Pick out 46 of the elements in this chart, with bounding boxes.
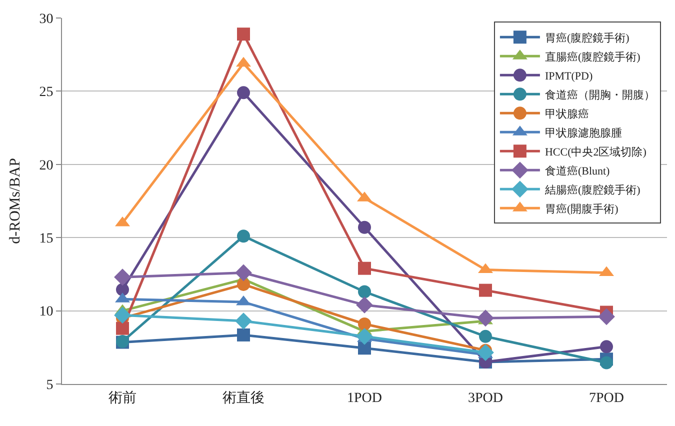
legend-label: 食道癌（開胸・開腹） xyxy=(544,88,655,102)
point xyxy=(235,312,252,330)
point xyxy=(116,322,129,335)
legend-label: 胃癌(腹腔鏡手術) xyxy=(544,31,630,44)
y-tick-label: 15 xyxy=(39,232,54,246)
point xyxy=(598,308,615,326)
y-tick-label: 5 xyxy=(46,378,54,393)
point xyxy=(237,28,250,41)
legend-label: IPMT(PD) xyxy=(544,70,593,82)
point xyxy=(114,268,131,286)
point xyxy=(479,284,492,297)
x-tick-label: 3POD xyxy=(468,390,504,406)
point xyxy=(358,317,371,330)
point xyxy=(114,306,131,324)
x-tick-label: 術直後 xyxy=(222,390,264,406)
y-tick-label: 25 xyxy=(39,85,54,100)
y-tick-label: 30 xyxy=(39,12,54,27)
point xyxy=(237,328,250,342)
x-tick-label: 1POD xyxy=(346,390,382,406)
point xyxy=(358,220,371,234)
x-tick-label: 術前 xyxy=(108,390,136,406)
point xyxy=(358,262,371,275)
point xyxy=(356,296,373,314)
point xyxy=(358,342,371,355)
point xyxy=(477,310,494,327)
x-tick-label: 7POD xyxy=(588,390,624,406)
point xyxy=(237,278,250,291)
legend-label: 食道癌(Blunt) xyxy=(544,164,610,178)
y-axis-title: d-ROMs/BAP xyxy=(7,158,24,244)
point xyxy=(235,264,252,282)
point xyxy=(600,356,613,370)
legend-label: HCC(中央2区域切除) xyxy=(544,145,647,158)
point xyxy=(477,344,494,361)
y-tick-label: 20 xyxy=(39,158,54,174)
legend-label: 甲状腺濾胞腺腫 xyxy=(544,126,622,140)
point xyxy=(356,328,373,345)
point xyxy=(237,230,250,243)
legend-label: 結腸癌(腹腔鏡手術) xyxy=(544,183,641,196)
legend-label: 胃癌(開腹手術) xyxy=(544,202,619,216)
y-tick-label: 10 xyxy=(39,304,54,320)
point xyxy=(237,86,250,100)
point xyxy=(358,285,371,298)
point xyxy=(600,340,613,354)
legend-label: 甲状腺癌 xyxy=(544,107,589,120)
point xyxy=(479,330,492,343)
legend-label: 直腸癌(腹腔鏡手術) xyxy=(544,50,641,64)
